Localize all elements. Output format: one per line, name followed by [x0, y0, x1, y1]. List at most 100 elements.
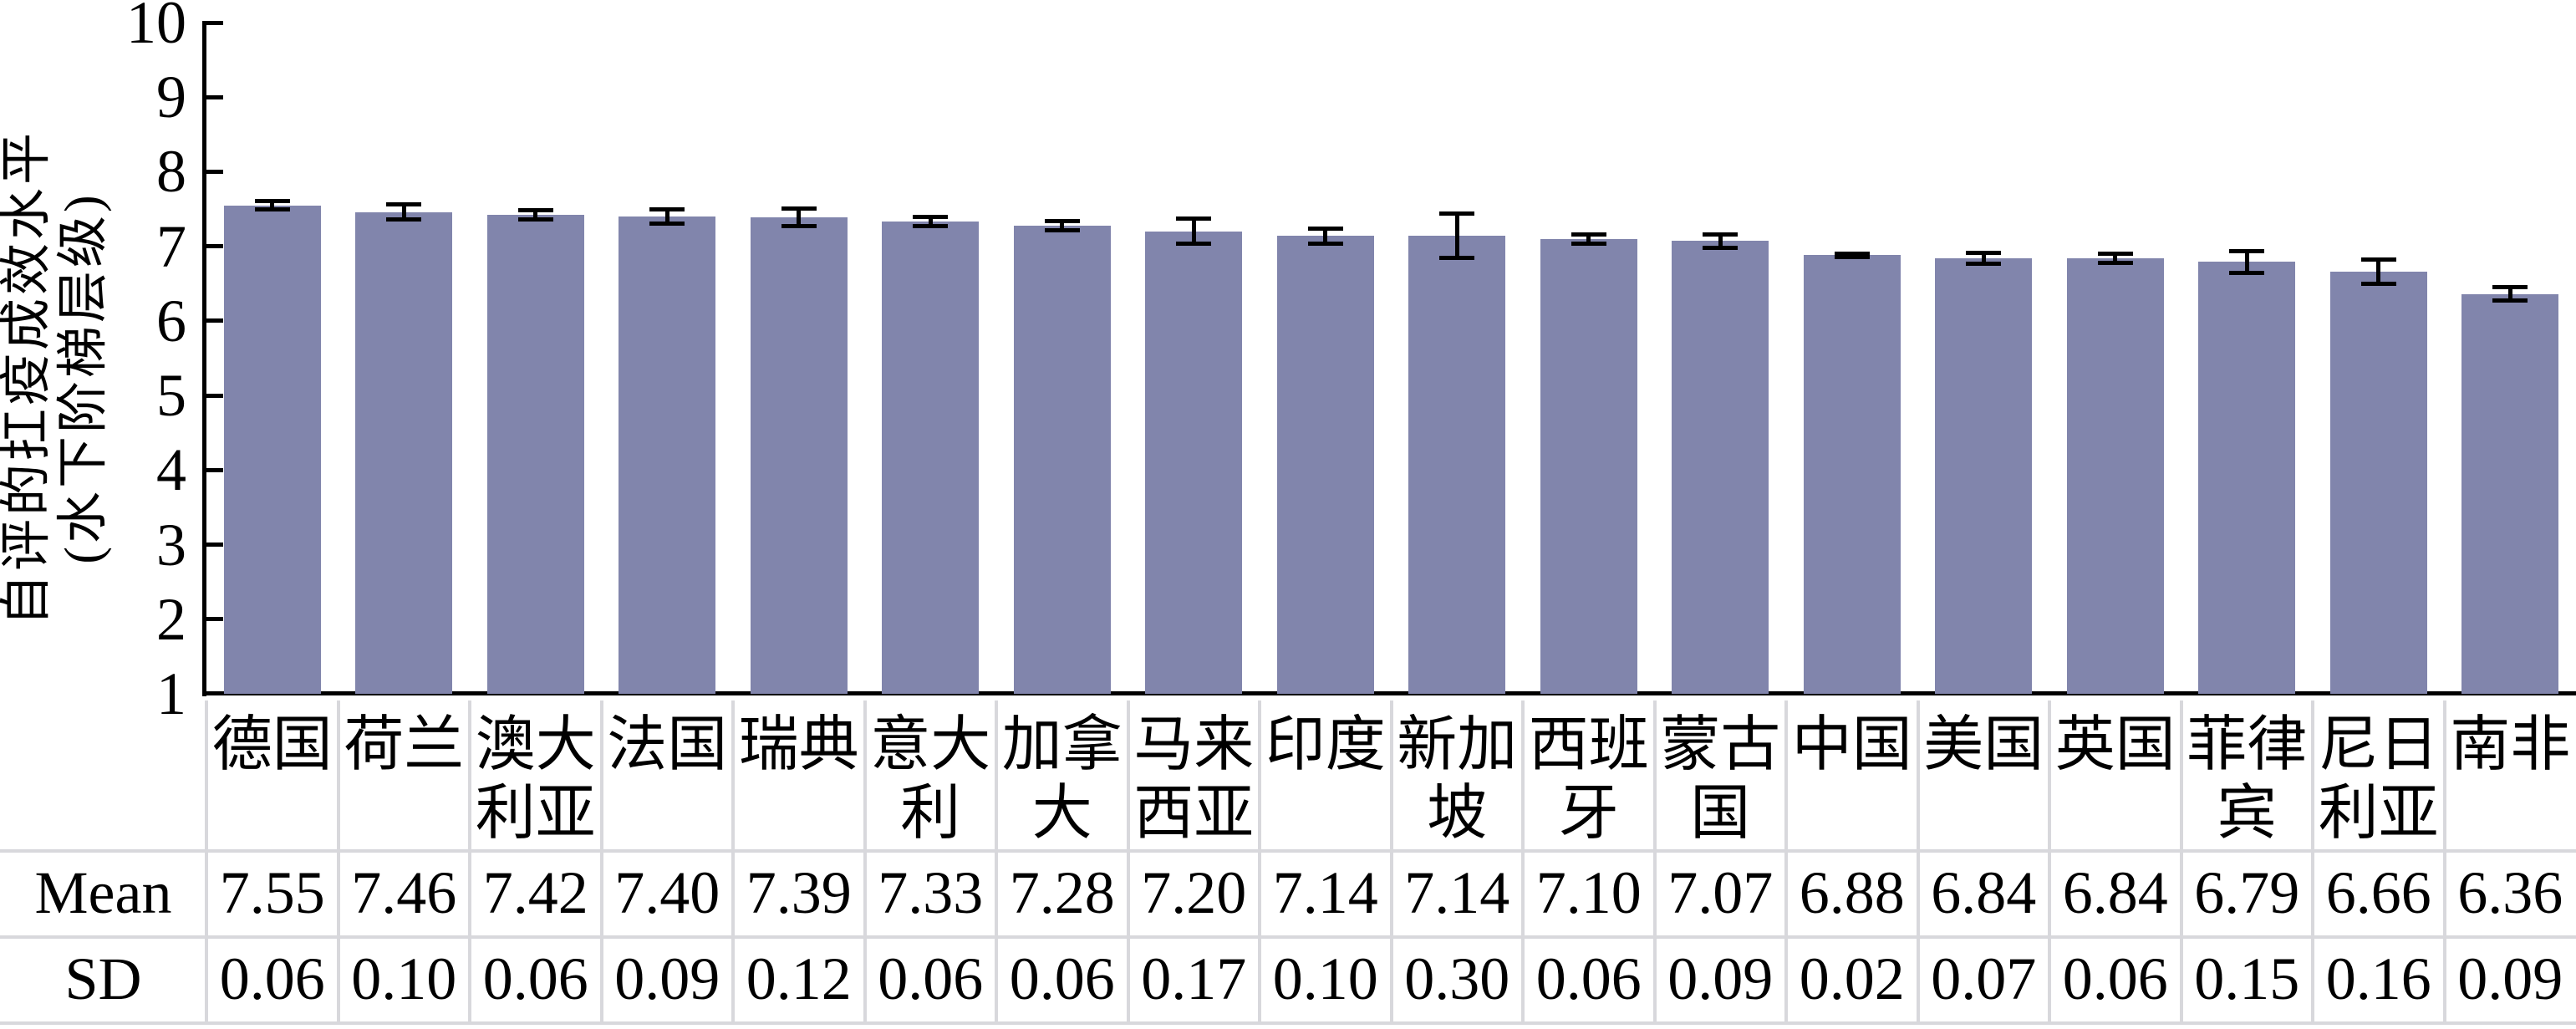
error-bar-cap-bottom — [2229, 271, 2265, 276]
y-tick-label: 9 — [156, 64, 186, 131]
error-bar-cap-top — [1307, 226, 1343, 231]
mean-cell: 7.33 — [878, 858, 984, 926]
y-tick-label: 2 — [156, 585, 186, 653]
error-bar-whisker — [2376, 259, 2381, 284]
bar — [1803, 255, 1901, 694]
x-axis-label: 意大利 — [870, 711, 991, 847]
x-axis-label: 印度 — [1265, 711, 1386, 778]
x-axis-label: 尼日利亚 — [2318, 711, 2439, 847]
error-bar-whisker — [533, 210, 538, 220]
grid-line-vertical — [599, 700, 603, 1025]
error-bar-cap-top — [1176, 216, 1212, 222]
sd-cell: 0.06 — [1535, 945, 1642, 1012]
grid-line-horizontal — [0, 1021, 2576, 1025]
error-bar-whisker — [1454, 213, 1459, 258]
row-header-sd: SD — [64, 945, 142, 1012]
x-axis-label: 瑞典 — [738, 711, 859, 778]
y-tick — [206, 20, 223, 25]
error-bar-cap-top — [1044, 218, 1080, 223]
grid-line-vertical — [1916, 700, 1920, 1025]
sd-cell: 0.06 — [878, 945, 984, 1012]
sd-cell: 0.07 — [1931, 945, 2037, 1012]
y-tick — [206, 94, 223, 99]
error-bar-cap-top — [386, 202, 422, 207]
error-bar-cap-bottom — [781, 224, 817, 229]
y-axis-line — [202, 20, 206, 696]
error-bar-cap-bottom — [2097, 260, 2133, 265]
grid-line-vertical — [1258, 700, 1261, 1025]
bar — [1408, 236, 1506, 694]
grid-line-vertical — [336, 700, 340, 1025]
mean-cell: 6.88 — [1799, 858, 1905, 926]
sd-cell: 0.15 — [2194, 945, 2300, 1012]
error-bar-whisker — [797, 208, 802, 227]
error-bar-whisker — [664, 209, 669, 223]
mean-cell: 7.14 — [1272, 858, 1378, 926]
x-axis-label: 英国 — [2054, 711, 2176, 778]
y-tick — [206, 244, 223, 249]
mean-cell: 7.14 — [1404, 858, 1510, 926]
x-axis-label: 菲律宾 — [2187, 711, 2308, 847]
sd-cell: 0.09 — [614, 945, 720, 1012]
y-tick-label: 3 — [156, 511, 186, 578]
grid-line-vertical — [2442, 700, 2446, 1025]
mean-cell: 6.36 — [2457, 858, 2563, 926]
error-bar-cap-top — [2097, 252, 2133, 257]
grid-line-vertical — [1126, 700, 1130, 1025]
x-axis-label: 马来西亚 — [1133, 711, 1255, 847]
x-axis-label: 加拿大 — [1001, 711, 1123, 847]
error-bar-cap-bottom — [1307, 241, 1343, 246]
error-bar-cap-top — [913, 215, 949, 220]
mean-cell: 7.20 — [1141, 858, 1247, 926]
bar — [2066, 257, 2164, 694]
error-bar-cap-top — [254, 198, 290, 203]
x-axis-label: 西班牙 — [1528, 711, 1649, 847]
mean-cell: 7.46 — [351, 858, 457, 926]
x-axis-label: 蒙古国 — [1660, 711, 1781, 847]
bar — [1276, 236, 1374, 694]
error-bar-whisker — [1191, 218, 1196, 244]
error-bar-whisker — [401, 204, 406, 220]
bar — [2329, 272, 2427, 694]
error-bar-cap-top — [1834, 252, 1870, 257]
bar — [2198, 262, 2296, 694]
bar — [1672, 241, 1769, 694]
error-bar-cap-bottom — [649, 221, 685, 226]
error-bar-cap-bottom — [913, 224, 949, 229]
x-axis-label: 澳大利亚 — [475, 711, 596, 847]
bar — [1935, 257, 2033, 694]
error-bar-cap-bottom — [386, 217, 422, 222]
error-bar-whisker — [1718, 234, 1723, 248]
error-bar-cap-top — [1966, 251, 2002, 256]
grid-line-vertical — [1389, 700, 1393, 1025]
x-axis-line — [202, 690, 2576, 695]
mean-cell: 6.84 — [2062, 858, 2168, 926]
grid-line-vertical — [1784, 700, 1788, 1025]
sd-cell: 0.09 — [1667, 945, 1774, 1012]
sd-cell: 0.09 — [2457, 945, 2563, 1012]
error-bar-whisker — [2507, 287, 2512, 301]
grid-line-vertical — [863, 700, 867, 1025]
sd-cell: 0.10 — [351, 945, 457, 1012]
sd-cell: 0.17 — [1141, 945, 1247, 1012]
grid-line-vertical — [2179, 700, 2183, 1025]
x-axis-label: 中国 — [1791, 711, 1912, 778]
error-bar-cap-bottom — [2492, 298, 2528, 303]
mean-cell: 7.10 — [1535, 858, 1642, 926]
x-axis-label: 新加坡 — [1397, 711, 1518, 847]
error-bar-whisker — [2113, 253, 2118, 263]
grid-line-vertical — [468, 700, 471, 1025]
error-bar-cap-bottom — [1966, 261, 2002, 266]
y-tick — [206, 543, 223, 548]
mean-cell: 7.55 — [219, 858, 325, 926]
bar — [486, 215, 584, 694]
error-bar-cap-bottom — [1703, 245, 1739, 250]
x-axis-label: 美国 — [1923, 711, 2044, 778]
error-bar-cap-bottom — [1571, 241, 1606, 246]
sd-cell: 0.06 — [2062, 945, 2168, 1012]
sd-cell: 0.06 — [482, 945, 588, 1012]
y-tick-label: 7 — [156, 212, 186, 280]
y-tick-label: 1 — [156, 660, 186, 727]
y-tick-label: 5 — [156, 362, 186, 430]
error-bar-cap-top — [2492, 285, 2528, 290]
